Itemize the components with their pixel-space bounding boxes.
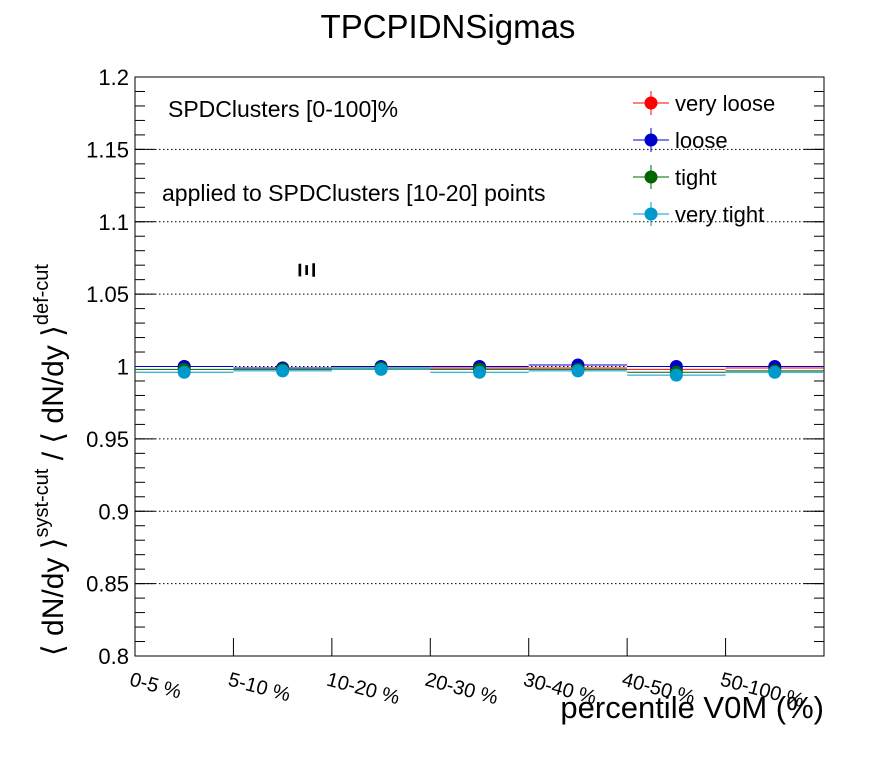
x-tick-label: 20-30 % (423, 669, 501, 710)
legend-marker (644, 207, 658, 221)
annotation-applied: applied to SPDClusters [10-20] points (162, 180, 546, 206)
x-tick-label: 10-20 % (324, 669, 402, 710)
chart-title: TPCPIDNSigmas (321, 8, 576, 45)
y-tick-label: 0.95 (86, 427, 129, 452)
y-axis: 0.8 0.85 0.9 0.95 1 1.05 1.1 1.15 1.2 (86, 65, 824, 669)
legend-label: tight (675, 165, 717, 190)
data-point (571, 364, 585, 378)
y-tick-label: 1 (117, 355, 129, 380)
legend-label: very loose (675, 91, 775, 116)
data-point (276, 364, 290, 378)
legend-item: very tight (633, 202, 764, 227)
data-point (473, 365, 486, 379)
y-tick-label: 0.85 (86, 572, 129, 597)
y-tick-label: 1.05 (86, 282, 129, 307)
data-point (768, 365, 782, 379)
data-point (374, 362, 388, 376)
y-label-part-a: ⟨ dN/dy ⟩ (37, 538, 70, 656)
y-label-sup-a: syst-cut (31, 468, 53, 537)
y-label-part-b: ⟨ dN/dy ⟩ (37, 325, 70, 443)
legend-marker (644, 170, 658, 184)
x-axis-label: percentile V0M (%) (560, 690, 824, 725)
legend-label: very tight (675, 202, 764, 227)
y-label-sup-b: def-cut (31, 264, 53, 326)
x-tick-label: 5-10 % (226, 669, 293, 707)
annotation-particle: Ξ (294, 262, 321, 277)
legend-item: loose (633, 128, 728, 153)
legend-marker (644, 96, 658, 110)
series-group (135, 358, 824, 382)
legend-marker (644, 133, 658, 147)
data-point (177, 365, 191, 379)
y-tick-label: 1.2 (98, 65, 129, 90)
series-very-tight (135, 362, 824, 382)
y-tick-label: 0.9 (98, 499, 129, 524)
y-label-slash: / (37, 444, 70, 469)
legend-item: tight (633, 165, 717, 190)
y-axis-label: ⟨ dN/dy ⟩syst-cut / ⟨ dN/dy ⟩def-cut (31, 264, 70, 656)
legend-label: loose (675, 128, 728, 153)
y-tick-label: 1.1 (98, 210, 129, 235)
legend-item: very loose (633, 91, 775, 116)
data-point (669, 368, 683, 382)
y-tick-label: 1.15 (86, 137, 129, 162)
legend: very loose loose tight very tight (633, 91, 775, 227)
y-tick-label: 0.8 (98, 644, 129, 669)
annotation-spd-range: SPDClusters [0-100]% (168, 96, 398, 122)
x-tick-label: 0-5 % (127, 669, 183, 704)
